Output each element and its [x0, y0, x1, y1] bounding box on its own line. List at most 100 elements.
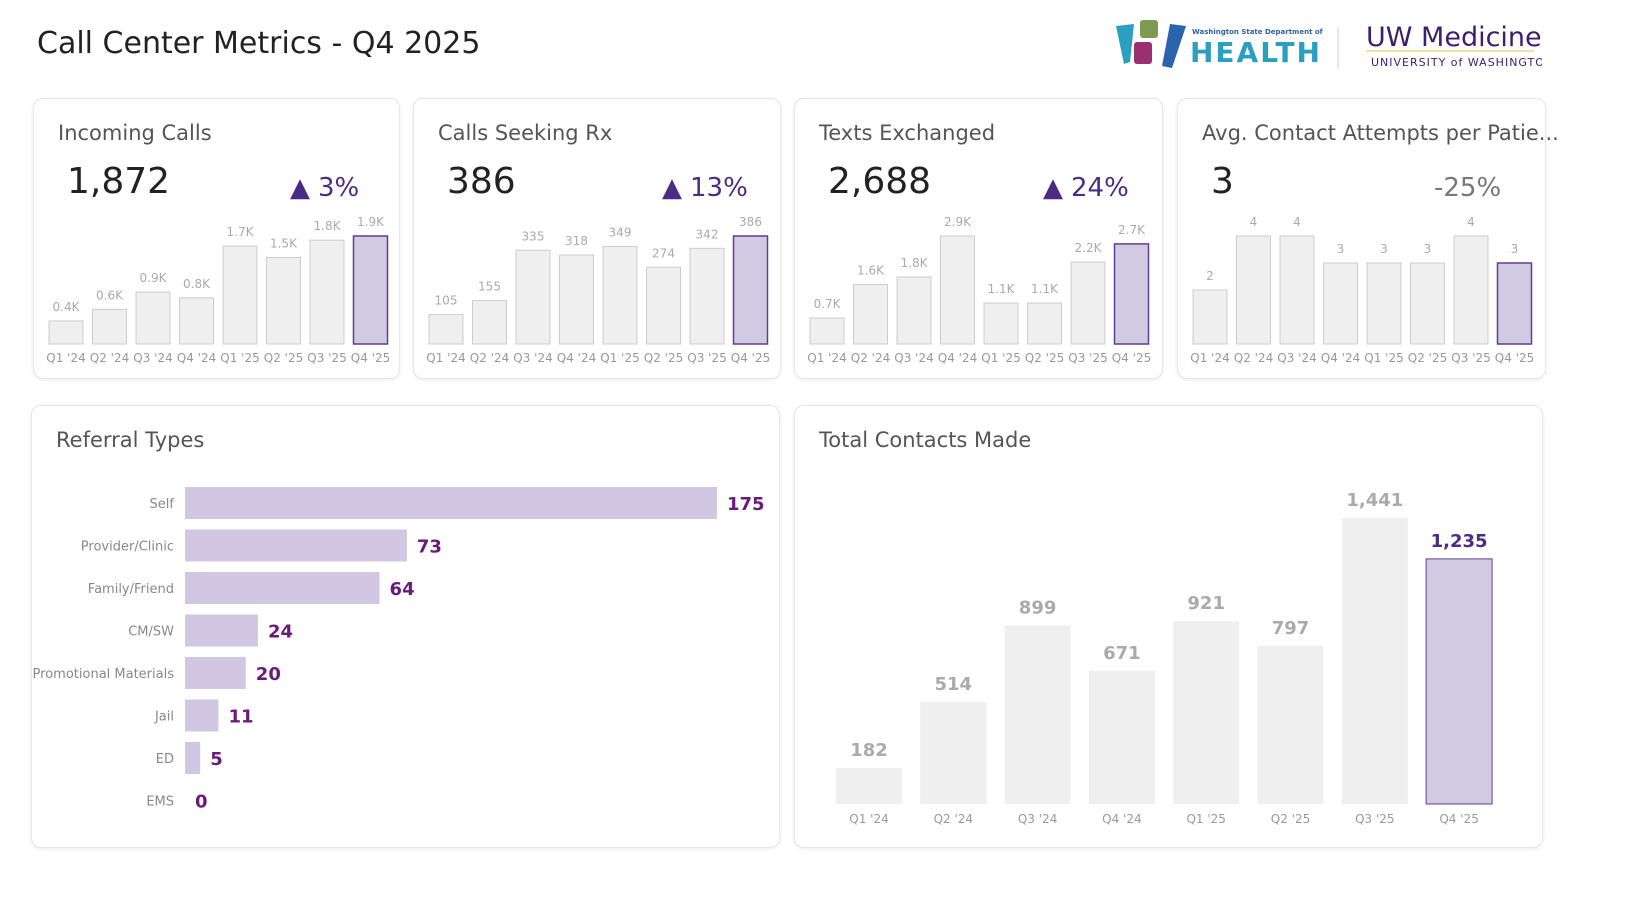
bar: [92, 308, 127, 345]
category-label: Q1 '24: [426, 351, 465, 365]
bar: [48, 320, 84, 345]
data-label: 2: [1206, 269, 1214, 283]
data-label: 175: [727, 494, 765, 515]
logos: Washington State Department of HEALTH UW…: [1116, 20, 1542, 69]
bar: [1341, 518, 1408, 804]
bar: [472, 300, 507, 345]
bar: [559, 254, 594, 345]
kpi-chart: 0.4K Q1 '24 0.6K Q2 '24 0.9K Q3 '24 0.8K Q4 '24…: [46, 215, 390, 365]
kpi-chart: 105 Q1 '24 155 Q2 '24 335 Q3 '24 318 Q4 '24 349 Q…: [426, 215, 770, 365]
data-label: 514: [935, 674, 973, 695]
category-label: Jail: [154, 710, 174, 725]
category-label: CM/SW: [128, 625, 174, 640]
category-label: Q2 '24: [851, 351, 890, 365]
kpi-delta-value: 24%: [1071, 173, 1129, 203]
arrow-up-icon: ▲: [662, 173, 682, 203]
category-label: Q1 '24: [849, 812, 888, 826]
data-label: 899: [1019, 598, 1057, 619]
data-label: 3: [1511, 242, 1519, 256]
category-label: Q4 '25: [1439, 812, 1478, 826]
bar: [1496, 262, 1533, 345]
arrow-up-icon: ▲: [1043, 173, 1063, 203]
bar: [853, 283, 888, 345]
bar: [1236, 235, 1271, 345]
category-label: Q3 '25: [1355, 812, 1394, 826]
category-label: Q3 '24: [133, 351, 172, 365]
bar: [732, 235, 769, 345]
page-title: Call Center Metrics - Q4 2025: [37, 26, 481, 61]
data-label: 11: [228, 707, 253, 728]
kpi-delta-value: -25%: [1434, 173, 1502, 203]
bar: [185, 529, 407, 562]
bar: [1113, 243, 1150, 345]
category-label: Q4 '25: [1112, 351, 1151, 365]
category-label: Self: [150, 497, 175, 512]
kpi-value: 3: [1211, 161, 1234, 202]
kpi-card-incoming-calls: Incoming Calls 1,872 ▲ 3% 0.4K Q1 '24 0.6K Q…: [33, 98, 400, 379]
bar: [309, 239, 345, 345]
category-label: Q2 '25: [1408, 351, 1447, 365]
category-label: Provider/Clinic: [81, 540, 174, 555]
category-label: Q3 '25: [1451, 351, 1490, 365]
category-label: Q3 '24: [513, 351, 552, 365]
data-label: 73: [417, 537, 442, 558]
referral-chart: Self 175 Provider/Clinic 73 Family/Friend 64 C…: [33, 487, 765, 813]
bar: [836, 767, 902, 804]
data-label: 671: [1103, 643, 1141, 664]
uw-big-text: UW Medicine: [1366, 22, 1542, 53]
data-label: 1.9K: [357, 215, 385, 229]
data-label: 182: [850, 740, 888, 761]
uw-small-text: UNIVERSITY of WASHINGTON: [1371, 56, 1542, 69]
bar: [1192, 289, 1228, 345]
bar: [896, 276, 932, 345]
data-label: 1,235: [1431, 531, 1488, 552]
data-label: 0.8K: [183, 277, 211, 291]
category-label: Q2 '25: [1025, 351, 1064, 365]
kpi-delta: -25%: [1434, 173, 1501, 203]
bar: [1173, 621, 1240, 804]
kpi-title: Incoming Calls: [58, 121, 212, 145]
category-label: Q4 '24: [1102, 812, 1141, 826]
bar: [135, 291, 171, 345]
category-label: Q1 '24: [46, 351, 85, 365]
category-label: Q2 '24: [1234, 351, 1273, 365]
data-label: 5: [210, 749, 223, 770]
category-label: Q1 '24: [807, 351, 846, 365]
bar: [1257, 645, 1324, 804]
kpi-value: 1,872: [67, 161, 171, 202]
contacts-chart: 182 Q1 '24 514 Q2 '24 899 Q3 '24 671 Q4 '24 921 Q…: [836, 490, 1493, 826]
data-label: 24: [268, 622, 293, 643]
data-label: 335: [522, 229, 545, 243]
category-label: Promotional Materials: [33, 667, 175, 682]
kpi-title: Calls Seeking Rx: [438, 121, 613, 145]
category-label: Q4 '25: [351, 351, 390, 365]
bar: [352, 235, 389, 345]
kpi-chart: 2 Q1 '24 4 Q2 '24 4 Q3 '24 3 Q4 '24 3 Q1 '25 3 Q2 '…: [1190, 215, 1534, 365]
category-label: ED: [156, 752, 174, 767]
bar: [266, 256, 301, 345]
data-label: 3: [1424, 242, 1432, 256]
category-label: Q1 '25: [1186, 812, 1225, 826]
category-label: Q1 '25: [220, 351, 259, 365]
category-label: Family/Friend: [88, 582, 174, 597]
data-label: 20: [256, 664, 281, 685]
kpi-card-texts-exchanged: Texts Exchanged 2,688 ▲ 24% 0.7K Q1 '24 1.6…: [794, 98, 1163, 379]
data-label: 2.2K: [1075, 241, 1103, 255]
kpi-delta: ▲ 24%: [1043, 173, 1129, 203]
doh-small-text: Washington State Department of: [1192, 28, 1324, 36]
bar: [515, 249, 551, 345]
data-label: 318: [565, 234, 588, 248]
doh-logo: Washington State Department of HEALTH: [1116, 20, 1324, 69]
category-label: Q2 '25: [264, 351, 303, 365]
doh-big-text: HEALTH: [1190, 36, 1322, 69]
bar: [1410, 262, 1445, 345]
category-label: Q4 '24: [557, 351, 596, 365]
data-label: 1,441: [1346, 490, 1403, 511]
data-label: 342: [696, 227, 719, 241]
category-label: Q3 '24: [1018, 812, 1057, 826]
kpi-delta: ▲ 3%: [290, 173, 359, 203]
bar: [689, 247, 725, 345]
bar: [602, 245, 638, 345]
kpi-value: 2,688: [828, 161, 932, 202]
data-label: 0.9K: [140, 271, 168, 285]
